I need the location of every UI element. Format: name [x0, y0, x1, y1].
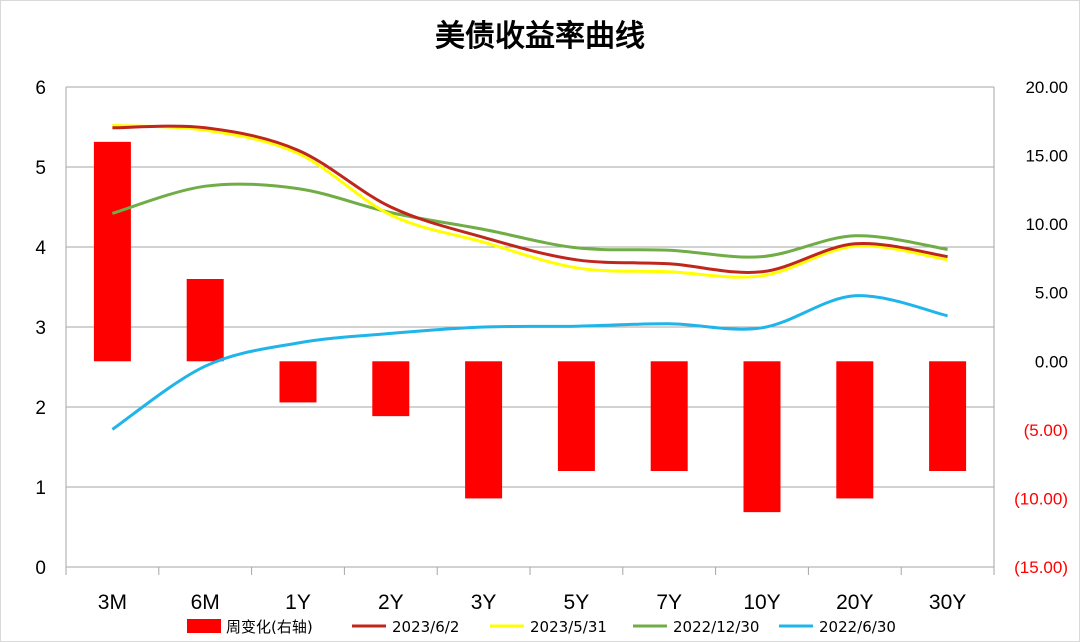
- right-tick-label: 10.00: [1025, 215, 1068, 234]
- chart-title: 美债收益率曲线: [435, 19, 645, 54]
- line-2022/6/30: [111, 294, 948, 431]
- category-label: 1Y: [285, 591, 311, 614]
- category-label: 30Y: [929, 591, 966, 614]
- right-tick-label: 5.00: [1035, 284, 1068, 303]
- bar-30Y: [929, 361, 967, 471]
- left-tick-label: 2: [35, 398, 46, 419]
- category-label: 10Y: [743, 591, 780, 614]
- category-label: 20Y: [836, 591, 873, 614]
- category-label: 7Y: [656, 591, 682, 614]
- bar-5Y: [557, 361, 595, 471]
- axes: 0 1 2 3 4 5 6 (15.00) (10.00) (5.00) 0.00 5.00 10.00…: [35, 78, 1068, 614]
- bar-3M: [93, 141, 131, 362]
- category-label: 3M: [98, 591, 127, 614]
- left-tick-label: 0: [35, 558, 46, 579]
- bar-2Y: [372, 361, 410, 417]
- bar-10Y: [743, 361, 781, 513]
- left-tick-label: 6: [35, 78, 46, 99]
- legend-label-2022/12/30: 2022/12/30: [673, 618, 759, 636]
- legend-label-2022/6/30: 2022/6/30: [819, 618, 896, 636]
- right-tick-label: 0.00: [1035, 352, 1068, 371]
- bar-3Y: [465, 361, 503, 499]
- legend-label-2023/6/2: 2023/6/2: [392, 618, 459, 636]
- bar-20Y: [836, 361, 874, 499]
- category-label: 5Y: [564, 591, 590, 614]
- legend-label-2023/5/31: 2023/5/31: [530, 618, 607, 636]
- legend-swatch-bars: [187, 619, 221, 633]
- left-tick-label: 5: [35, 158, 46, 179]
- bar-6M: [186, 279, 224, 362]
- left-tick-label: 3: [35, 318, 46, 339]
- bar-1Y: [279, 361, 317, 403]
- category-label: 2Y: [378, 591, 404, 614]
- category-label: 3Y: [471, 591, 497, 614]
- bar-7Y: [650, 361, 688, 471]
- left-tick-label: 1: [35, 478, 46, 499]
- line-2022/12/30: [111, 182, 948, 259]
- line-2023/5/31: [112, 123, 948, 279]
- weekly-change-bars: [93, 141, 967, 513]
- line-2023/6/2: [112, 124, 948, 274]
- right-tick-label: (15.00): [1014, 558, 1068, 577]
- right-tick-label: (10.00): [1014, 489, 1068, 508]
- right-tick-label: 20.00: [1025, 78, 1068, 97]
- category-label: 6M: [191, 591, 220, 614]
- yield-lines: [111, 123, 948, 431]
- legend: 周变化(右轴) 2023/6/2 2023/5/31 2022/12/30 2022/6…: [187, 618, 896, 636]
- right-tick-label: 15.00: [1025, 147, 1068, 166]
- legend-label-bars: 周变化(右轴): [226, 618, 313, 636]
- right-tick-label: (5.00): [1024, 421, 1068, 440]
- left-tick-label: 4: [35, 238, 46, 259]
